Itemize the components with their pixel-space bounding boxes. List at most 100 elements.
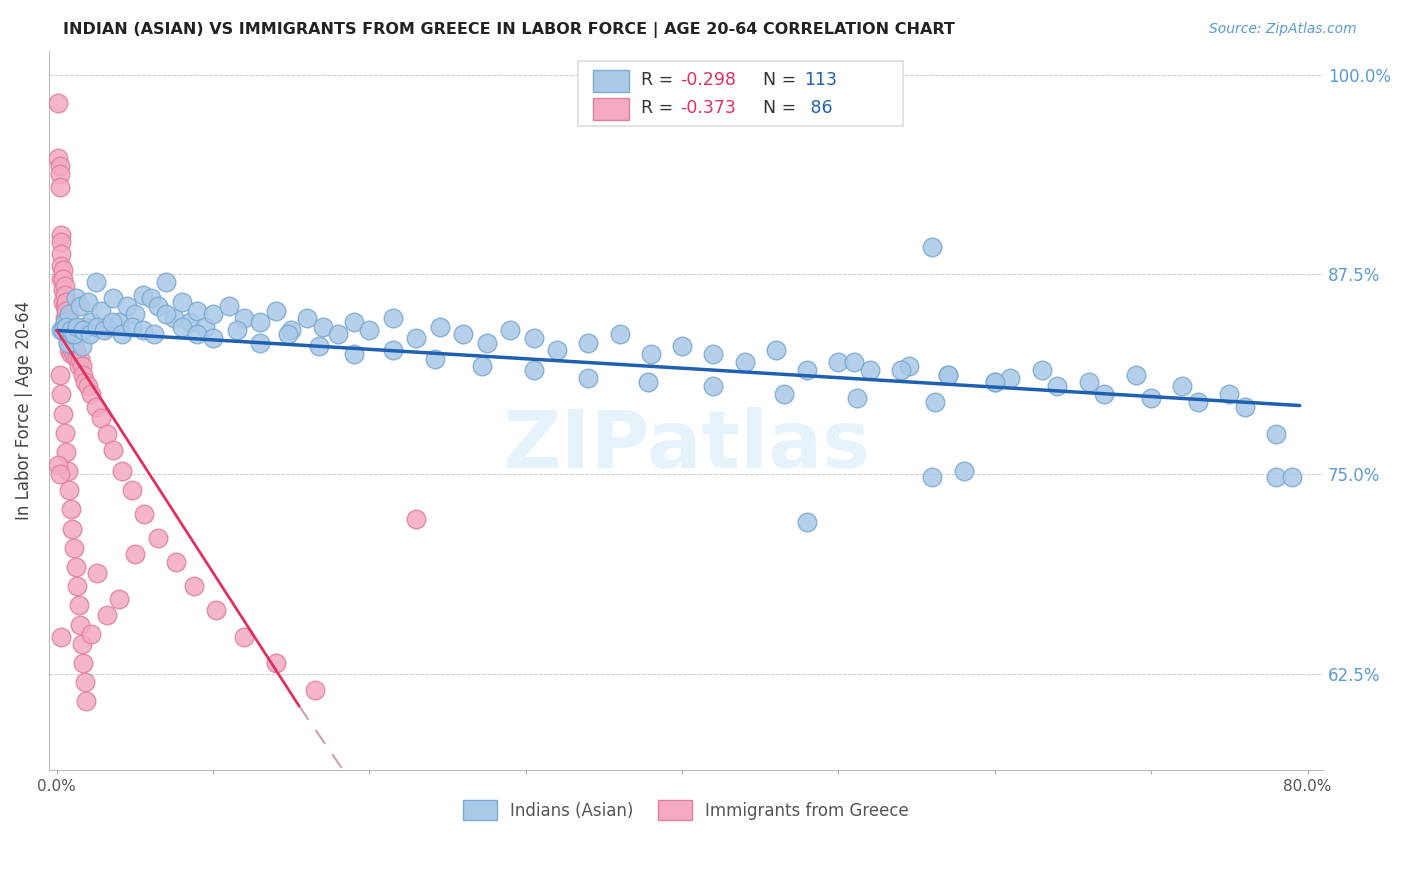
Point [328,326,350,341]
Point [165,555,187,569]
Text: R =: R = [641,99,679,117]
Text: 86: 86 [804,99,832,117]
Point [1140,391,1163,405]
Point [101,292,124,306]
Point [124,547,146,561]
Point [59,336,82,351]
Point [66,579,89,593]
Point [53,315,76,329]
Point [73,375,96,389]
Point [1281,470,1303,484]
Point [381,310,404,325]
Point [1233,400,1256,414]
Point [277,326,299,341]
FancyBboxPatch shape [593,70,628,92]
Point [827,355,849,369]
Point [264,304,287,318]
Point [249,336,271,351]
Point [1171,379,1194,393]
Point [72,323,94,337]
Point [86,566,108,581]
Point [225,323,247,337]
Point [295,310,318,325]
Point [51,387,73,401]
Point [264,656,287,670]
Point [640,347,662,361]
Point [170,294,193,309]
Point [343,347,366,361]
Point [101,443,124,458]
Point [59,323,82,337]
Point [1218,387,1240,401]
Point [53,278,76,293]
Point [139,292,162,306]
Point [890,363,912,377]
Point [62,343,84,357]
Point [170,320,193,334]
Point [48,96,70,111]
Point [1077,375,1099,389]
Point [108,315,131,329]
Point [186,304,208,318]
Point [233,630,256,644]
Point [1125,368,1147,383]
Point [523,363,546,377]
Point [671,339,693,353]
Point [132,288,155,302]
Point [59,502,82,516]
Point [55,445,77,459]
Point [65,292,87,306]
Point [63,336,86,351]
Point [58,307,80,321]
Point [475,336,498,351]
Point [84,400,107,414]
Text: ZIPatlas: ZIPatlas [502,408,870,485]
Point [51,260,73,274]
Point [73,320,96,334]
Point [58,320,80,334]
Point [765,343,787,357]
Point [56,310,79,325]
Point [58,331,80,345]
Point [65,560,87,574]
Point [280,323,302,337]
Point [471,359,494,373]
Point [148,300,170,314]
Point [155,307,177,321]
Point [51,246,73,260]
FancyBboxPatch shape [593,98,628,120]
Point [100,315,122,329]
Point [429,320,451,334]
Point [1046,379,1069,393]
Point [66,352,89,367]
Point [90,304,112,318]
Point [70,339,93,353]
Text: N =: N = [762,70,801,88]
Legend: Indians (Asian), Immigrants from Greece: Indians (Asian), Immigrants from Greece [457,794,915,826]
Point [311,320,333,334]
Point [111,326,134,341]
Point [423,352,446,367]
Point [796,515,818,529]
Point [96,427,118,442]
Point [134,508,156,522]
Point [56,323,79,337]
Point [183,579,205,593]
Point [58,483,80,498]
Point [51,272,73,286]
Point [124,307,146,321]
Point [52,284,75,298]
Point [702,347,724,361]
Point [846,391,869,405]
Point [77,379,100,393]
Point [343,315,366,329]
Point [48,458,70,472]
Point [108,591,131,606]
Point [53,310,76,325]
Point [115,300,138,314]
Point [1000,371,1022,385]
Point [405,512,427,526]
Point [66,320,89,334]
Point [772,387,794,401]
Point [859,363,882,377]
